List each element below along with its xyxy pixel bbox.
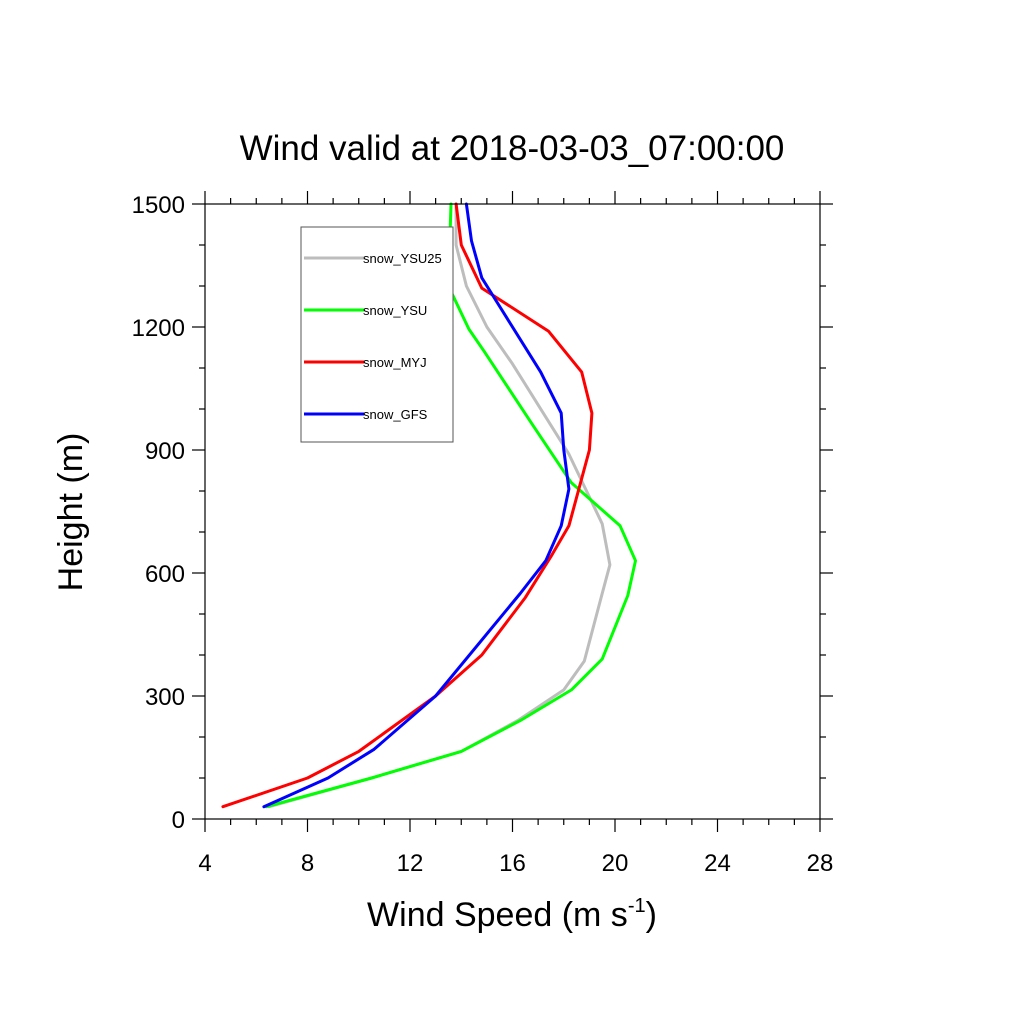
x-axis-label: Wind Speed (m s-1) xyxy=(367,895,657,934)
y-tick-label: 1200 xyxy=(132,315,185,342)
y-tick-label: 900 xyxy=(145,438,185,465)
series-line-snow_MYJ xyxy=(221,202,594,809)
x-tick-label: 20 xyxy=(602,850,629,877)
legend: snow_YSU25 snow_YSU snow_MYJ snow_GFS xyxy=(300,226,454,443)
x-axis-label-end: ) xyxy=(646,896,657,934)
y-tick-label: 1500 xyxy=(132,192,185,219)
legend-label: snow_YSU25 xyxy=(363,251,442,266)
legend-label: snow_MYJ xyxy=(363,355,427,370)
legend-box xyxy=(300,226,454,443)
x-tick-label: 4 xyxy=(198,850,211,877)
y-tick-label: 300 xyxy=(145,684,185,711)
x-tick-label: 24 xyxy=(704,850,731,877)
y-tick-label: 0 xyxy=(172,807,185,834)
legend-label: snow_GFS xyxy=(363,407,428,422)
x-tick-label: 12 xyxy=(397,850,424,877)
axis-ticks xyxy=(192,191,833,832)
y-tick-label: 600 xyxy=(145,561,185,588)
series-line-snow_YSU xyxy=(265,202,637,809)
chart-title: Wind valid at 2018-03-03_07:00:00 xyxy=(240,129,785,168)
series-lines xyxy=(221,202,637,809)
x-tick-label: 8 xyxy=(301,850,314,877)
x-tick-label: 28 xyxy=(807,850,834,877)
axis-tick-labels: 4 8 12 16 20 24 28 0 300 600 900 1200 1500 xyxy=(132,192,834,877)
x-tick-label: 16 xyxy=(499,850,526,877)
y-axis-label: Height (m) xyxy=(52,433,90,592)
series-line-snow_GFS xyxy=(262,202,571,809)
x-axis-label-main: Wind Speed (m s xyxy=(367,896,628,934)
legend-label: snow_YSU xyxy=(363,303,427,318)
x-axis-label-superscript: -1 xyxy=(628,895,646,917)
plot-frame xyxy=(204,203,821,820)
